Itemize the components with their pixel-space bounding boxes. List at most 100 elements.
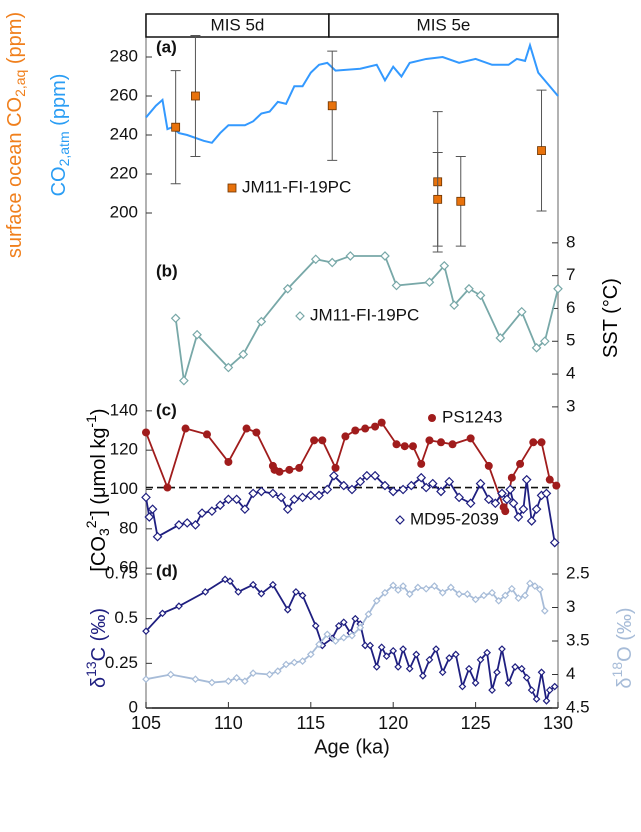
data-point (226, 577, 234, 585)
x-tick-label: 105 (131, 713, 161, 733)
data-point (351, 614, 360, 623)
data-point (479, 591, 488, 600)
data-point (315, 640, 323, 649)
period-label: MIS 5e (417, 15, 471, 34)
data-point (142, 627, 150, 636)
data-point (331, 637, 340, 645)
data-point (445, 654, 454, 662)
y-tick-label: 140 (110, 400, 138, 419)
axis-label-part: SST (°C) (600, 278, 622, 358)
data-point (405, 664, 414, 673)
y-tick-label: 100 (110, 479, 138, 498)
data-point (306, 650, 315, 659)
data-point (518, 504, 529, 515)
data-point (207, 506, 217, 516)
y-tick-label: 0 (129, 697, 138, 716)
data-point (318, 436, 327, 445)
data-point (504, 679, 513, 687)
legend-label: MD95-2039 (410, 509, 499, 528)
data-point (455, 590, 463, 598)
data-point (513, 512, 524, 522)
data-point (539, 336, 550, 347)
data-point (412, 650, 421, 659)
axis-label-part: 2,atm (56, 131, 72, 166)
data-point (249, 669, 257, 678)
data-point (522, 673, 531, 682)
data-point (545, 475, 554, 484)
data-point (419, 671, 427, 680)
data-point (380, 480, 390, 491)
data-point (433, 194, 443, 204)
data-point (466, 434, 475, 443)
axis-label-part: δ (614, 677, 636, 688)
period-box (328, 13, 559, 38)
axis-label: surface ocean CO2,aq (ppm) (4, 12, 27, 258)
data-point (405, 590, 414, 598)
data-point (347, 484, 357, 495)
y-tick-label: 0.5 (114, 608, 138, 627)
legend-marker (227, 183, 237, 193)
data-point (147, 504, 158, 515)
data-point (526, 579, 534, 588)
data-point (290, 658, 299, 667)
y-tick-label: 220 (110, 163, 138, 182)
data-point (242, 424, 251, 433)
data-point (511, 663, 520, 671)
y-tick-label: 280 (110, 46, 138, 65)
data-point (400, 442, 409, 451)
y-tick-label: 120 (110, 440, 138, 459)
data-point (471, 595, 480, 604)
data-point (464, 283, 474, 294)
data-point (234, 588, 243, 596)
data-point (152, 531, 163, 542)
data-point (231, 494, 242, 505)
data-point (273, 667, 282, 675)
data-point (142, 428, 150, 437)
data-point (388, 486, 399, 497)
y-tick-label: 200 (110, 202, 138, 221)
x-tick-label: 110 (214, 713, 243, 733)
data-point (501, 591, 510, 600)
data-point (498, 645, 506, 653)
data-point (170, 313, 181, 324)
data-point (249, 580, 257, 589)
data-point (339, 633, 348, 642)
data-point (436, 486, 446, 497)
data-point (427, 478, 438, 489)
data-point (265, 670, 274, 679)
data-point (463, 590, 472, 598)
data-point (334, 621, 343, 630)
data-point (175, 602, 183, 611)
axis-label-part: O (‰) (614, 607, 636, 661)
data-point (380, 251, 390, 261)
axis-label-part: 13 (83, 661, 99, 677)
data-point (361, 470, 372, 481)
data-point (531, 504, 542, 515)
y-tick-label: 0.75 (105, 563, 138, 582)
data-point (399, 582, 407, 590)
data-point (458, 682, 467, 691)
data-point (505, 484, 516, 495)
data-point (382, 652, 391, 661)
legend-marker (395, 515, 405, 525)
data-point (550, 682, 559, 691)
data-point (190, 520, 201, 530)
data-point (208, 678, 216, 687)
y-tick-label: 3 (566, 396, 575, 415)
data-point (381, 588, 389, 597)
data-point (454, 492, 464, 503)
panel-label: (a) (156, 37, 177, 56)
y-tick-label: 240 (110, 124, 138, 143)
axis-label-part: δ (88, 677, 110, 688)
data-point (377, 643, 386, 652)
data-point (516, 306, 527, 317)
data-point (471, 679, 480, 687)
data-point (345, 251, 356, 261)
data-point (223, 494, 234, 505)
data-point (327, 257, 338, 268)
data-point (356, 623, 365, 632)
y-tick-label: 3.5 (566, 630, 590, 649)
axis-label: δ13C (‰) (83, 608, 111, 688)
